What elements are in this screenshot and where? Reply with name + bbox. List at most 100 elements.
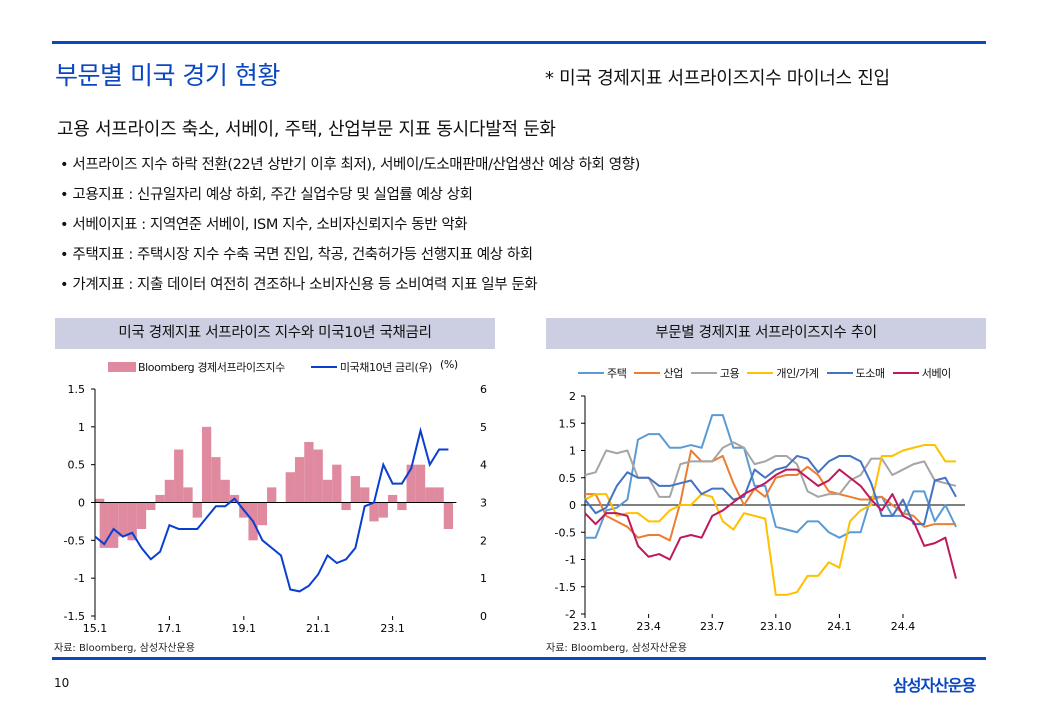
surprise-bar (397, 502, 407, 511)
legend-swatch (578, 372, 604, 374)
y-tick-label: 2 (569, 390, 576, 403)
legend-swatch (690, 372, 717, 374)
page-title: 부문별 미국 경기 현황 (55, 61, 280, 90)
surprise-bar (332, 464, 342, 503)
surprise-bar (378, 502, 388, 518)
surprise-bar (201, 426, 212, 503)
legend-swatch (634, 372, 661, 374)
legend-swatch (826, 372, 853, 374)
legend-swatch (747, 372, 774, 374)
surprise-bar (387, 494, 398, 503)
y-left-tick-label: 0 (78, 497, 85, 510)
series-line-주택 (585, 414, 957, 539)
legend-swatch-yield (310, 366, 337, 368)
legend-label: 도소매 (855, 367, 886, 380)
bullet-item: 주택지표 : 주택시장 지수 수축 국면 진입, 착공, 건축허가등 선행지표 … (60, 243, 640, 273)
y-right-tick-label: 3 (480, 497, 487, 510)
yield-line (94, 426, 449, 593)
right-chart-source: 자료: Bloomberg, 삼성자산운용 (546, 643, 687, 654)
right-chart-title: 부문별 경제지표 서프라이즈지수 추이 (546, 318, 986, 349)
bullet-item: 서프라이즈 지수 하락 전환(22년 상반기 이후 최저), 서베이/도소매판매… (60, 153, 640, 183)
y-right-tick-label: 1 (480, 572, 487, 585)
left-chart-source: 자료: Bloomberg, 삼성자산운용 (54, 643, 195, 654)
y-right-tick-label: 5 (480, 421, 487, 434)
surprise-bar (155, 494, 165, 503)
surprise-bar (267, 487, 277, 503)
bullet-item: 고용지표 : 신규일자리 예상 하회, 주간 실업수당 및 실업률 예상 상회 (60, 183, 640, 213)
page-subtitle: 고용 서프라이즈 축소, 서베이, 주택, 산업부문 지표 동시다발적 둔화 (57, 119, 556, 140)
series-line-도소매 (584, 454, 957, 526)
surprise-bar (95, 498, 105, 503)
headline-note: * 미국 경제지표 서프라이즈지수 마이너스 진입 (545, 68, 890, 89)
x-tick-label: 15.1 (83, 622, 108, 635)
surprise-bar (99, 502, 109, 548)
y-left-tick-label: -0.5 (64, 534, 85, 547)
surprise-bar (313, 449, 323, 503)
surprise-bar (164, 479, 175, 503)
right-axis-unit: (%) (439, 357, 458, 371)
y-right-tick-label: 6 (480, 383, 487, 396)
legend-label: 서베이 (921, 367, 952, 380)
surprise-bar (294, 457, 305, 503)
x-tick-label: 19.1 (232, 622, 257, 635)
surprise-bar (322, 479, 333, 503)
surprise-bar (127, 502, 137, 541)
series-line-서베이 (584, 468, 957, 579)
legend-label: Bloomberg 경제서프라이즈지수 (138, 361, 285, 374)
surprise-bar (443, 502, 454, 529)
surprise-bar (369, 502, 379, 522)
surprise-bar (425, 487, 435, 503)
x-tick-label: 17.1 (157, 622, 182, 635)
y-tick-label: -1 (565, 554, 576, 567)
surprise-bar (174, 449, 184, 503)
y-right-tick-label: 0 (480, 610, 487, 623)
x-tick-label: 24.1 (827, 620, 852, 633)
y-tick-label: -0.5 (555, 526, 576, 539)
surprise-bar (304, 441, 314, 503)
series-line-산업 (585, 449, 956, 542)
surprise-bar (192, 502, 202, 518)
surprise-bar (360, 487, 370, 503)
x-tick-label: 21.1 (306, 622, 331, 635)
surprise-bar (136, 502, 147, 529)
x-tick-label: 23.7 (700, 620, 725, 633)
x-tick-label: 23.4 (636, 620, 661, 633)
legend-label: 고용 (719, 367, 740, 380)
surprise-bar (415, 464, 426, 503)
left-legend: Bloomberg 경제서프라이즈지수 미국채10년 금리(우) (%) (108, 357, 458, 375)
legend-label: 산업 (663, 367, 683, 380)
surprise-bar (406, 464, 416, 503)
surprise-bar (341, 502, 351, 511)
x-tick-label: 23.1 (573, 620, 598, 633)
y-left-tick-label: -1 (74, 572, 85, 585)
y-tick-label: 0.5 (559, 472, 577, 485)
surprise-bar (146, 502, 156, 511)
x-tick-label: 23.10 (760, 620, 792, 633)
surprise-bar (285, 472, 295, 503)
surprise-bar (434, 487, 444, 503)
surprise-bar (183, 487, 193, 503)
bullet-list: 서프라이즈 지수 하락 전환(22년 상반기 이후 최저), 서베이/도소매판매… (60, 153, 640, 303)
y-tick-label: 1.5 (559, 417, 577, 430)
legend-swatch-surprise (108, 362, 136, 372)
legend-label: 미국채10년 금리(우) (339, 361, 433, 374)
y-tick-label: -1.5 (555, 581, 576, 594)
surprise-bar (118, 502, 128, 537)
company-logo: 삼성자산운용 (893, 676, 976, 695)
y-left-tick-label: -1.5 (64, 610, 85, 623)
bullet-item: 서베이지표 : 지역연준 서베이, ISM 지수, 소비자신뢰지수 동반 악화 (60, 213, 640, 243)
bullet-item: 가계지표 : 지출 데이터 여전히 견조하나 소비자신용 등 소비여력 지표 일… (60, 273, 640, 303)
page-number: 10 (54, 676, 70, 690)
surprise-bar (108, 502, 119, 548)
x-tick-label: 24.4 (891, 620, 916, 633)
surprise-bar (211, 457, 221, 503)
y-tick-label: -2 (565, 608, 576, 621)
surprise-bar (220, 479, 230, 503)
y-left-tick-label: 1.5 (68, 383, 86, 396)
y-left-tick-label: 1 (78, 421, 85, 434)
right-legend: 주택 산업 고용 개인/가계 도소매 서베이 (578, 365, 951, 381)
top-rule (52, 41, 986, 44)
surprise-bar (257, 502, 268, 526)
y-tick-label: 1 (569, 445, 576, 458)
